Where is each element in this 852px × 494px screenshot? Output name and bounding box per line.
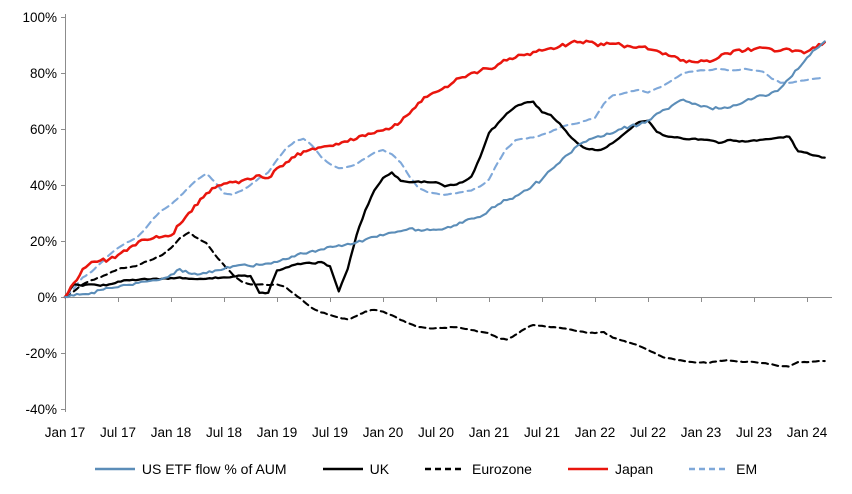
legend-label: Japan [614,461,654,477]
chart-canvas: 100% 80% 60% 40% 20% 0% -20% -40% Jan 17 Jul 17 Ja… [22,10,832,440]
x-axis-tick-label: Jul 21 [524,425,560,440]
y-axis-tick-label: 20% [30,234,57,249]
legend-item-us-etf-flow-of-aum: US ETF flow % of AUM [94,461,287,477]
x-axis-tick-label: Jan 23 [681,425,722,440]
y-axis-tick-label: 80% [30,66,57,81]
x-axis-tick-label: Jan 19 [257,425,298,440]
x-axis-tick-label: Jan 20 [363,425,404,440]
legend-label: EM [736,461,758,477]
legend-label: UK [369,461,390,477]
x-axis-tick-label: Jan 24 [787,425,828,440]
x-axis-tick-label: Jan 18 [151,425,192,440]
x-axis-tick-label: Jul 18 [206,425,242,440]
y-axis-tick-label: -20% [25,346,57,361]
y-axis-tick-label: 60% [30,122,57,137]
series-line-japan [63,39,826,299]
x-axis-tick-label: Jul 17 [100,425,136,440]
x-axis-tick-label: Jan 21 [469,425,510,440]
x-axis-tick-label: Jan 17 [45,425,86,440]
legend-item-em: EM [689,461,757,477]
y-axis-tick-label: 100% [22,10,57,25]
legend-line-sample [322,467,363,471]
legend-line-sample [567,467,608,471]
legend-line-sample [425,467,466,471]
x-axis-tick-label: Jul 22 [630,425,666,440]
x-axis-tick-label: Jul 23 [736,425,772,440]
series-line-em [63,67,826,299]
x-axis-tick-label: Jul 20 [418,425,454,440]
y-axis-tick-label: 40% [30,178,57,193]
series-line-uk [63,100,826,299]
y-axis-tick-label: -40% [25,402,57,417]
y-axis-tick-label: 0% [37,290,57,305]
chart-legend: US ETF flow % of AUM UK Eurozone Japan EM [0,451,852,487]
series-line-eurozone [63,231,826,368]
legend-label: Eurozone [472,461,532,477]
legend-line-sample [689,467,730,471]
legend-item-eurozone: Eurozone [425,461,532,477]
series-line-us-etf-flow-of-aum [63,40,826,299]
legend-item-japan: Japan [567,461,654,477]
legend-item-uk: UK [322,461,390,477]
x-axis-tick-label: Jul 19 [312,425,348,440]
legend-label: US ETF flow % of AUM [141,461,287,477]
legend-line-sample [94,467,135,471]
x-axis-tick-label: Jan 22 [575,425,616,440]
